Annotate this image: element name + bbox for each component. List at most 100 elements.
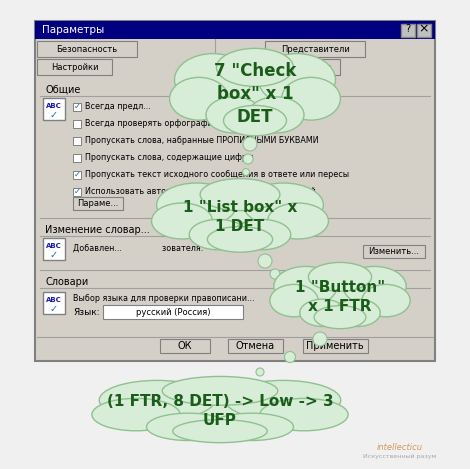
FancyBboxPatch shape (73, 188, 81, 196)
FancyBboxPatch shape (73, 137, 81, 145)
Ellipse shape (260, 398, 348, 431)
Ellipse shape (99, 380, 215, 420)
Text: ✓: ✓ (50, 110, 58, 120)
Ellipse shape (343, 266, 406, 306)
FancyBboxPatch shape (417, 24, 431, 37)
Circle shape (284, 351, 296, 363)
Text: Пропускать слова, набранные ПРОПИСНЫМИ БУКВАМИ: Пропускать слова, набранные ПРОПИСНЫМИ Б… (85, 136, 319, 144)
Circle shape (282, 282, 289, 289)
Ellipse shape (334, 299, 380, 326)
FancyBboxPatch shape (73, 197, 123, 210)
Text: Применить: Применить (306, 341, 364, 351)
Text: Всегда предл...                        ами: Всегда предл... ами (85, 101, 227, 111)
Text: Отмена: Отмена (235, 341, 274, 351)
Circle shape (243, 154, 253, 164)
Text: Безопасность: Безопасность (56, 45, 118, 53)
Text: Использовать автомен... ч...       жактором сообщений: Использовать автомен... ч... жактором со… (85, 187, 316, 196)
Circle shape (243, 168, 250, 175)
FancyBboxPatch shape (401, 24, 415, 37)
Ellipse shape (233, 219, 291, 250)
Text: ABC: ABC (46, 297, 62, 303)
Ellipse shape (248, 97, 304, 133)
FancyBboxPatch shape (35, 21, 435, 361)
Text: 7 "Check
box" x 1
DET: 7 "Check box" x 1 DET (214, 62, 296, 126)
FancyBboxPatch shape (303, 339, 368, 353)
Text: ABC: ABC (46, 243, 62, 249)
Ellipse shape (362, 284, 410, 317)
Text: 1 "List box" x
1 DET: 1 "List box" x 1 DET (183, 200, 297, 234)
Ellipse shape (258, 53, 336, 106)
Text: ✓: ✓ (50, 304, 58, 314)
Ellipse shape (288, 268, 392, 326)
Text: Параме...: Параме... (77, 199, 119, 208)
Ellipse shape (243, 183, 323, 227)
Ellipse shape (282, 77, 340, 120)
Ellipse shape (125, 382, 314, 440)
Circle shape (270, 269, 280, 279)
Text: Общие: Общие (45, 85, 80, 95)
Text: Изменение словар...: Изменение словар... (45, 225, 150, 235)
Ellipse shape (270, 284, 318, 317)
Circle shape (243, 137, 257, 151)
Ellipse shape (274, 266, 337, 306)
Ellipse shape (210, 413, 293, 440)
Ellipse shape (217, 48, 293, 86)
Ellipse shape (189, 219, 247, 250)
Text: ✓: ✓ (73, 187, 80, 196)
FancyBboxPatch shape (103, 305, 243, 319)
Text: intellecticu: intellecticu (377, 442, 423, 452)
FancyBboxPatch shape (73, 103, 81, 111)
Text: Пропускать текст исходного сообщения в ответе или пересы: Пропускать текст исходного сообщения в о… (85, 169, 349, 179)
Text: Представители: Представители (281, 45, 349, 53)
Ellipse shape (173, 420, 267, 443)
Text: ✓: ✓ (73, 101, 80, 111)
FancyBboxPatch shape (43, 98, 65, 120)
Text: 1 "Button"
x 1 FTR: 1 "Button" x 1 FTR (295, 280, 385, 314)
Text: Изменить...: Изменить... (368, 247, 420, 256)
FancyBboxPatch shape (43, 292, 65, 314)
Ellipse shape (308, 263, 372, 291)
FancyBboxPatch shape (37, 41, 137, 57)
FancyBboxPatch shape (160, 339, 210, 353)
Text: Язык:: Язык: (73, 308, 100, 317)
Text: ABC: ABC (46, 103, 62, 109)
FancyBboxPatch shape (228, 339, 283, 353)
Text: (1 FTR, 8 DET) -> Low -> 3
UFP: (1 FTR, 8 DET) -> Low -> 3 UFP (107, 394, 333, 428)
Ellipse shape (206, 97, 262, 133)
Circle shape (235, 381, 241, 387)
Text: Добавлен...                зователя.: Добавлен... зователя. (73, 243, 203, 252)
Text: ✓: ✓ (50, 250, 58, 260)
Circle shape (256, 368, 264, 376)
Ellipse shape (192, 56, 318, 132)
FancyBboxPatch shape (73, 171, 81, 179)
Ellipse shape (170, 77, 228, 120)
Ellipse shape (207, 227, 273, 252)
Ellipse shape (200, 179, 280, 211)
Text: ✓: ✓ (73, 169, 80, 179)
Ellipse shape (162, 377, 278, 405)
Text: Словари: Словари (45, 277, 88, 287)
Text: Всегда проверять орфографию перед отправкой: Всегда проверять орфографию перед отправ… (85, 119, 296, 128)
FancyBboxPatch shape (43, 238, 65, 260)
Text: Настройки: Настройки (51, 62, 98, 71)
Ellipse shape (300, 299, 346, 326)
FancyBboxPatch shape (37, 59, 112, 75)
Ellipse shape (314, 306, 366, 329)
FancyBboxPatch shape (363, 245, 425, 258)
Ellipse shape (92, 398, 180, 431)
Text: ×: × (419, 23, 429, 36)
Ellipse shape (157, 183, 236, 227)
Text: Орфография: Орфография (274, 62, 331, 71)
FancyBboxPatch shape (73, 120, 81, 128)
Ellipse shape (267, 203, 329, 239)
Text: ОК: ОК (178, 341, 192, 351)
Text: Параметры: Параметры (42, 25, 104, 35)
FancyBboxPatch shape (265, 59, 340, 75)
Circle shape (313, 332, 327, 346)
Ellipse shape (175, 185, 305, 249)
Text: Выбор языка для проверки правописани...: Выбор языка для проверки правописани... (73, 294, 254, 303)
FancyBboxPatch shape (35, 21, 435, 39)
Ellipse shape (174, 53, 251, 106)
Text: русский (Россия): русский (Россия) (136, 308, 210, 317)
Circle shape (258, 254, 272, 268)
